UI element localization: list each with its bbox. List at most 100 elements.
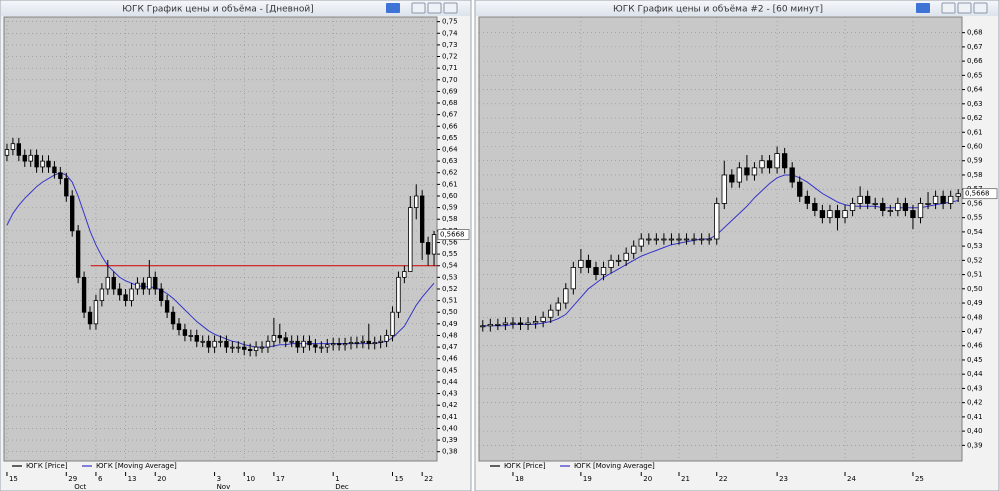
candle-body bbox=[736, 167, 743, 183]
candle-body bbox=[502, 322, 509, 325]
minimize-button[interactable] bbox=[411, 2, 426, 14]
candle-body bbox=[170, 311, 176, 325]
candle-body bbox=[123, 294, 128, 302]
candle-body bbox=[390, 311, 395, 336]
candle-body bbox=[354, 342, 360, 344]
y-tick-label: 0,42 bbox=[442, 401, 458, 409]
y-tick-label: 0,51 bbox=[967, 271, 983, 279]
candle-body bbox=[188, 335, 194, 337]
month-label: Oct bbox=[74, 483, 86, 491]
candle-body bbox=[532, 321, 539, 324]
candle-body bbox=[880, 203, 886, 211]
candle-body bbox=[159, 288, 164, 302]
candle-body bbox=[857, 195, 863, 204]
candle-body bbox=[744, 167, 750, 176]
x-tick-label: 29 bbox=[68, 475, 77, 483]
y-tick-label: 0,64 bbox=[442, 146, 458, 154]
y-tick-label: 0,70 bbox=[442, 76, 458, 84]
y-tick-label: 0,55 bbox=[442, 250, 458, 258]
candle-body bbox=[289, 340, 294, 343]
x-tick-label: 6 bbox=[98, 475, 103, 483]
y-tick-label: 0,58 bbox=[967, 171, 983, 179]
legend-label: ЮГК [Price] bbox=[504, 462, 546, 470]
candle-body bbox=[295, 340, 300, 348]
pin-button[interactable] bbox=[916, 3, 930, 13]
candle-body bbox=[182, 329, 188, 336]
x-tick-label: 22 bbox=[424, 475, 433, 483]
y-tick-label: 0,62 bbox=[967, 114, 983, 122]
x-tick-label: 1 bbox=[335, 475, 339, 483]
candle-body bbox=[366, 340, 371, 345]
candle-body bbox=[200, 340, 205, 343]
candle-body bbox=[585, 259, 592, 268]
candle-body bbox=[819, 210, 826, 219]
candle-body bbox=[396, 276, 401, 313]
x-tick-label: 24 bbox=[847, 475, 856, 483]
candle-body bbox=[147, 276, 152, 290]
y-tick-label: 0,44 bbox=[967, 370, 983, 378]
candle-body bbox=[419, 195, 425, 243]
x-tick-label: 15 bbox=[395, 475, 404, 483]
pin-button[interactable] bbox=[386, 3, 400, 13]
window-title: ЮГК График цены и объёма - [Дневной] bbox=[122, 5, 313, 15]
candle-body bbox=[925, 203, 931, 205]
y-tick-label: 0,44 bbox=[442, 378, 458, 386]
title-bar bbox=[1, 1, 470, 16]
candle-body bbox=[117, 288, 122, 296]
y-tick-label: 0,49 bbox=[967, 299, 983, 307]
minimize-button[interactable] bbox=[941, 2, 956, 14]
candle-body bbox=[676, 238, 682, 241]
candle-body bbox=[615, 259, 622, 262]
maximize-button[interactable] bbox=[957, 2, 972, 14]
candle-body bbox=[40, 160, 45, 168]
close-button[interactable] bbox=[443, 2, 458, 14]
candle-body bbox=[247, 349, 253, 351]
candle-body bbox=[948, 195, 954, 204]
y-tick-label: 0,41 bbox=[442, 413, 458, 421]
candle-body bbox=[242, 346, 247, 350]
y-tick-label: 0,42 bbox=[967, 399, 983, 407]
y-tick-label: 0,63 bbox=[967, 100, 983, 108]
candle-body bbox=[135, 282, 140, 290]
close-button[interactable] bbox=[973, 2, 988, 14]
y-tick-label: 0,67 bbox=[967, 43, 983, 51]
month-label: Dec bbox=[335, 483, 349, 491]
candle-body bbox=[759, 160, 765, 169]
y-tick-label: 0,74 bbox=[442, 29, 458, 37]
candle-body bbox=[414, 195, 419, 209]
y-tick-label: 0,61 bbox=[967, 128, 983, 136]
y-tick-label: 0,48 bbox=[967, 313, 983, 321]
candle-body bbox=[480, 325, 486, 328]
candle-body bbox=[910, 210, 916, 219]
candle-body bbox=[236, 346, 241, 349]
candle-body bbox=[721, 174, 727, 204]
candle-body bbox=[64, 178, 69, 197]
x-tick-label: 20 bbox=[643, 475, 652, 483]
candle-body bbox=[141, 282, 146, 290]
candle-body bbox=[540, 316, 546, 322]
candle-body bbox=[212, 340, 217, 348]
candle-body bbox=[600, 267, 607, 275]
candle-body bbox=[668, 238, 675, 241]
candle-body bbox=[348, 342, 354, 345]
y-tick-label: 0,58 bbox=[442, 215, 458, 223]
candle-body bbox=[111, 276, 116, 290]
candle-body bbox=[87, 311, 93, 325]
candle-body bbox=[408, 207, 413, 272]
candle-body bbox=[865, 195, 871, 204]
y-tick-label: 0,60 bbox=[967, 143, 983, 151]
candle-body bbox=[751, 167, 758, 176]
maximize-button[interactable] bbox=[427, 2, 442, 14]
candle-body bbox=[52, 166, 57, 174]
candle-body bbox=[378, 340, 383, 343]
candle-body bbox=[797, 181, 803, 197]
candle-body bbox=[28, 154, 33, 162]
candle-body bbox=[842, 210, 848, 219]
candle-body bbox=[698, 238, 705, 241]
candle-body bbox=[517, 322, 524, 325]
candle-body bbox=[75, 230, 81, 278]
y-tick-label: 0,47 bbox=[967, 328, 983, 336]
candle-body bbox=[105, 276, 110, 290]
y-tick-label: 0,62 bbox=[442, 169, 458, 177]
